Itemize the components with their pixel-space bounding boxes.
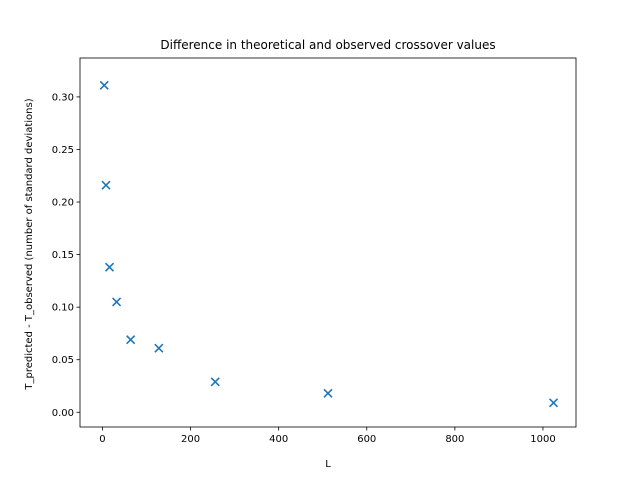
- data-point: [210, 377, 220, 387]
- axes-frame: [79, 57, 577, 428]
- data-point: [323, 388, 333, 398]
- data-point: [99, 80, 109, 90]
- x-tick-label: 600: [357, 434, 376, 445]
- data-point: [126, 335, 136, 345]
- x-tick-label: 400: [269, 434, 288, 445]
- data-point: [548, 398, 559, 408]
- data-point: [101, 180, 111, 190]
- x-axis-label: L: [325, 459, 331, 470]
- y-tick-label: 0.30: [52, 92, 74, 103]
- data-point: [104, 262, 115, 272]
- y-tick-label: 0.10: [52, 303, 74, 314]
- x-tick-label: 800: [445, 434, 464, 445]
- data-point: [111, 297, 122, 307]
- y-tick-label: 0.15: [52, 250, 74, 261]
- y-tick-label: 0.20: [52, 198, 74, 209]
- y-tick-label: 0.00: [52, 408, 74, 419]
- x-tick-label: 200: [181, 434, 200, 445]
- y-axis-ticks: 0.00 0.05 0.10 0.15 0.20 0.25 0.30: [52, 92, 80, 419]
- y-axis-label: T_predicted - T_observed (number of stan…: [24, 98, 35, 390]
- chart-title: Difference in theoretical and observed c…: [160, 38, 495, 52]
- data-point: [154, 343, 164, 353]
- x-tick-label: 1000: [530, 434, 555, 445]
- data-points: [99, 80, 559, 408]
- plot-area: 0 200 400 600 800 1000 0.000.050.100.150.200.…: [52, 57, 577, 445]
- y-tick-label: 0.05: [52, 355, 74, 366]
- x-tick-label: 0: [99, 434, 105, 445]
- x-axis-ticks: 0 200 400 600 800 1000: [99, 427, 556, 445]
- y-tick-label: 0.25: [52, 145, 74, 156]
